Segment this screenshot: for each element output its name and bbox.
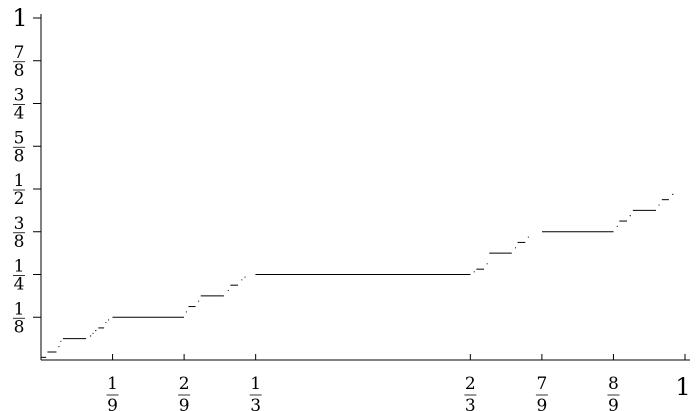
x-tick-denominator: 3 [250, 396, 261, 411]
y-tick-label: 18 [13, 299, 25, 337]
x-tick-numerator: 1 [107, 374, 118, 394]
x-tick-label: 79 [535, 374, 548, 411]
x-tick-numerator: 7 [536, 374, 547, 394]
y-tick-numerator: 5 [14, 128, 25, 148]
y-tick-denominator: 2 [14, 189, 25, 209]
plot-area [41, 193, 674, 358]
y-tick-denominator: 8 [14, 146, 25, 166]
axes [40, 14, 690, 361]
x-tick-denominator: 3 [465, 396, 476, 411]
y-tick-label: 38 [13, 214, 25, 252]
x-tick-label: 89 [607, 374, 620, 411]
y-tick-numerator: 1 [14, 171, 25, 191]
x-tick-label: 1 [675, 373, 690, 401]
x-tick-numerator: 2 [179, 374, 190, 394]
y-tick-denominator: 4 [14, 275, 25, 295]
y-tick-label: 58 [13, 128, 25, 166]
x-tick-denominator: 9 [107, 396, 118, 411]
y-tick-denominator: 8 [14, 317, 25, 337]
y-tick-numerator: 7 [14, 43, 25, 63]
y-tick-label: 12 [13, 171, 25, 209]
x-tick-numerator: 2 [465, 374, 476, 394]
x-tick-numerator: 1 [250, 374, 261, 394]
y-tick-denominator: 8 [14, 61, 25, 81]
y-tick-numerator: 3 [14, 86, 25, 106]
x-tick-label: 19 [106, 374, 119, 411]
y-tick-numerator: 1 [14, 299, 25, 319]
y-tick-label: 14 [13, 257, 25, 295]
x-tick-denominator: 9 [536, 396, 547, 411]
y-tick-label: 34 [13, 86, 25, 124]
x-tick-denominator: 9 [179, 396, 190, 411]
y-tick-denominator: 4 [14, 104, 25, 124]
x-tick-label: 23 [464, 374, 477, 411]
x-tick-label: 13 [249, 374, 262, 411]
y-tick-denominator: 8 [14, 232, 25, 252]
x-tick-numerator: 8 [608, 374, 619, 394]
y-tick-label: 78 [13, 43, 25, 81]
x-tick-label: 29 [178, 374, 191, 411]
y-tick-label: 1 [12, 4, 27, 32]
y-tick-numerator: 1 [14, 257, 25, 277]
y-tick-numerator: 3 [14, 214, 25, 234]
x-tick-denominator: 9 [608, 396, 619, 411]
